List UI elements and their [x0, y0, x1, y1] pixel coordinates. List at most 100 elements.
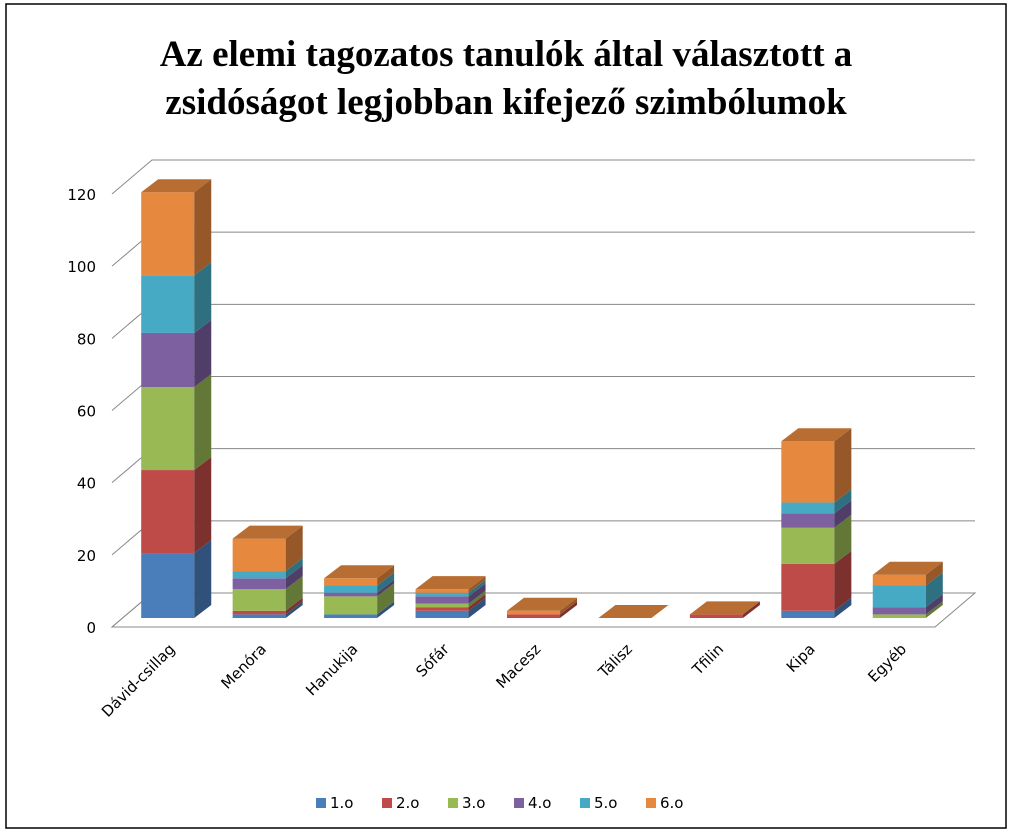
bar-segment-side — [925, 601, 943, 618]
bar-top — [506, 597, 578, 611]
legend-label: 1.o — [330, 794, 354, 812]
chart-title: Az elemi tagozatos tanulók által választ… — [160, 34, 853, 75]
y-tick-label: 0 — [86, 619, 96, 637]
bar-segment — [872, 614, 926, 618]
bar-segment — [781, 563, 835, 611]
bar-segment — [781, 610, 835, 618]
bar-segment-side — [285, 525, 303, 572]
bar-segment — [872, 585, 926, 608]
bar-segment — [415, 607, 469, 611]
bar-segment-side — [377, 572, 395, 593]
legend-swatch — [646, 798, 656, 808]
bar-segment-side — [285, 558, 303, 579]
bar-segment — [141, 553, 195, 618]
y-tick-label: 80 — [77, 330, 96, 348]
bar-segment — [324, 592, 378, 597]
legend-label: 3.o — [462, 794, 486, 812]
legend-label: 4.o — [528, 794, 552, 812]
bar-segment — [781, 441, 835, 503]
bar-top — [598, 605, 669, 618]
bar-segment — [324, 614, 378, 618]
bar-segment-side — [468, 583, 486, 604]
bar-segment — [781, 527, 835, 564]
bar-top — [141, 179, 212, 193]
bar-top — [415, 576, 486, 590]
bar-segment-side — [742, 601, 760, 618]
bar-segment — [232, 578, 286, 590]
grid-line — [111, 159, 975, 195]
bar-segment-side — [925, 561, 943, 586]
bar-segment — [415, 603, 469, 608]
bar-segment-side — [194, 179, 212, 276]
bar-segment — [232, 538, 286, 572]
legend-label: 6.o — [660, 794, 684, 812]
bar-segment — [324, 596, 378, 615]
legend-swatch — [316, 798, 326, 808]
bar-segment — [232, 571, 286, 579]
bar-segment-side — [194, 319, 212, 388]
bar-segment-side — [377, 579, 395, 597]
legend-swatch — [514, 798, 524, 808]
bar-segment-side — [285, 576, 303, 611]
bar-segment-side — [468, 590, 486, 608]
bar-segment-side — [560, 597, 578, 615]
bar-top — [689, 601, 760, 615]
bar-segment-side — [560, 601, 578, 618]
bar-segment — [324, 585, 378, 593]
bar-segment — [232, 589, 286, 611]
y-tick-label: 20 — [77, 547, 96, 565]
y-tick-label: 100 — [67, 258, 96, 276]
bar-segment-side — [834, 550, 852, 611]
legend-swatch — [448, 798, 458, 808]
bar-segment — [872, 574, 926, 586]
bar-top — [232, 525, 303, 539]
bar-segment-side — [285, 597, 303, 615]
bar-segment — [324, 578, 378, 586]
bar-segment — [141, 332, 195, 388]
bar-segment — [506, 610, 561, 615]
bar-segment-side — [285, 601, 303, 618]
bar-segment — [141, 387, 195, 471]
bar-segment — [781, 513, 835, 528]
bar-top — [781, 428, 852, 442]
bar-segment-side — [925, 594, 943, 615]
bar-segment — [781, 502, 835, 514]
bar-segment-side — [925, 572, 943, 608]
y-tick-label: 40 — [77, 475, 96, 493]
bar-segment-side — [834, 489, 852, 514]
bar-segment-side — [377, 583, 395, 615]
bar-segment-side — [377, 565, 395, 586]
bar-top — [872, 561, 943, 575]
bar-segment — [415, 589, 469, 593]
bar-segment-side — [468, 597, 486, 618]
bar-segment-side — [285, 565, 303, 590]
bar-segment-side — [468, 594, 486, 611]
bar-segment-side — [834, 500, 852, 528]
chart-title: zsidóságot legjobban kifejező szimbólumo… — [165, 82, 847, 123]
bar-segment — [415, 592, 469, 597]
y-tick-label: 60 — [77, 403, 96, 421]
bar-segment — [415, 596, 469, 604]
bar-segment — [141, 275, 195, 333]
legend-label: 5.o — [594, 794, 618, 812]
legend-swatch — [580, 798, 590, 808]
bar-segment-side — [468, 579, 486, 597]
legend-label: 2.o — [396, 794, 420, 812]
bar-segment — [232, 610, 286, 615]
bar-segment — [415, 610, 469, 618]
bar-segment-side — [834, 597, 852, 618]
bar-segment-side — [377, 601, 395, 618]
bar-segment-side — [834, 428, 852, 503]
bar-top — [324, 565, 395, 579]
bar-segment — [232, 614, 286, 618]
bar-segment-side — [194, 374, 212, 471]
bar-segment-side — [194, 540, 212, 618]
legend-swatch — [382, 798, 392, 808]
bar-segment-side — [468, 576, 486, 593]
bar-segment — [141, 470, 195, 554]
bar-segment-side — [834, 514, 852, 564]
bar-segment — [689, 614, 743, 618]
bar-segment — [872, 607, 926, 615]
bar-segment — [141, 192, 195, 276]
